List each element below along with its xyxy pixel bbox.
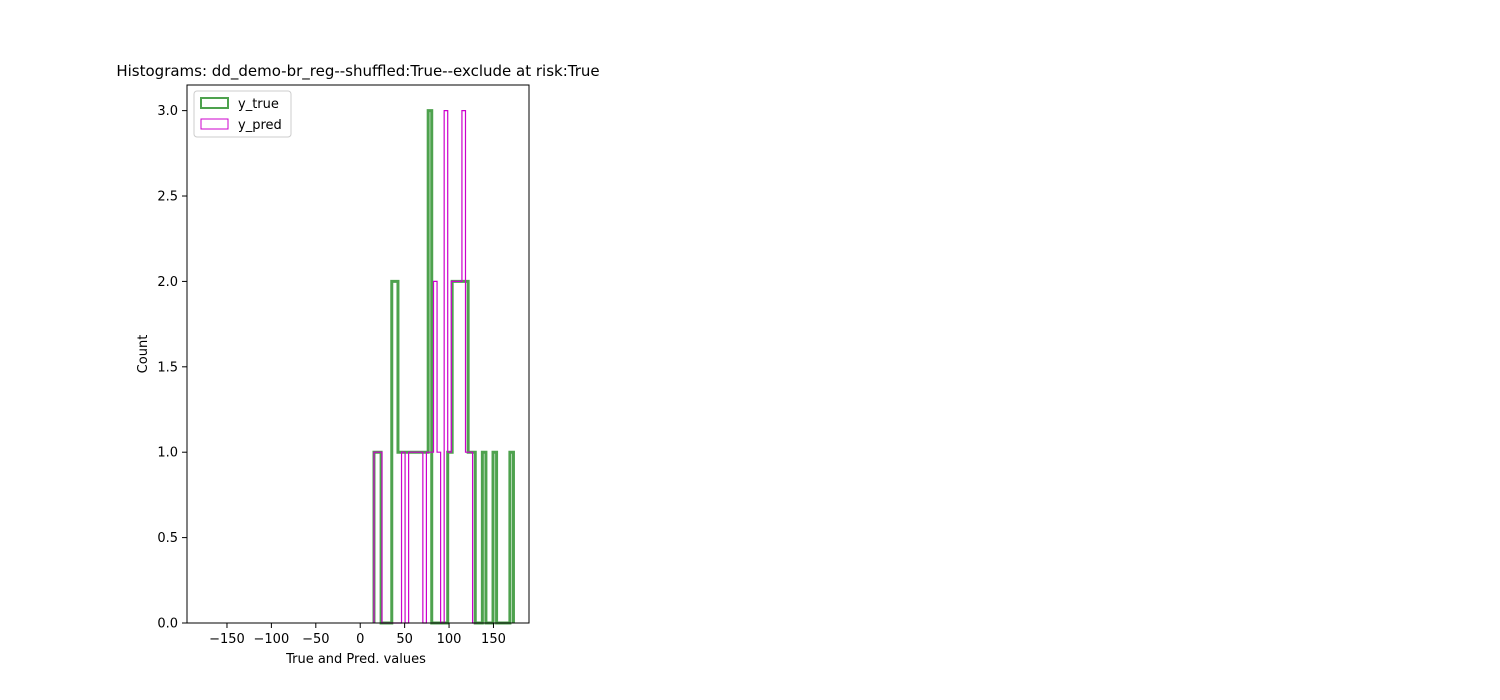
- x-axis-label: True and Pred. values: [285, 652, 426, 667]
- x-tick-label: −150: [209, 632, 245, 647]
- legend-box: [193, 90, 292, 138]
- x-tick-label: 50: [396, 632, 413, 647]
- x-tick-label: −50: [302, 632, 329, 647]
- plot-background: [187, 85, 529, 623]
- x-tick-label: −100: [254, 632, 290, 647]
- y-axis-label: Count: [136, 335, 151, 374]
- y-axis-ticks: 0.0 0.5 1.0 1.5 2.0 2.5 3.0: [157, 104, 187, 632]
- x-axis-ticks: −150 −100 −50 0 50 100 150: [209, 623, 506, 647]
- x-tick-label: 0: [356, 632, 364, 647]
- x-tick-label: 100: [437, 632, 462, 647]
- y-tick-label: 0.5: [157, 531, 178, 546]
- y-tick-label: 1.5: [157, 360, 178, 375]
- legend: y_true y_pred: [193, 90, 292, 138]
- y-tick-label: 2.5: [157, 190, 178, 205]
- y-tick-label: 2.0: [157, 275, 178, 290]
- y-tick-label: 1.0: [157, 446, 178, 461]
- legend-label-y-true: y_true: [238, 97, 279, 112]
- histogram-series-y-pred: [373, 110, 477, 624]
- chart-title: Histograms: dd_demo-br_reg--shuffled:Tru…: [116, 62, 599, 81]
- legend-swatch-y-pred: [200, 118, 229, 130]
- legend-label-y-pred: y_pred: [238, 118, 282, 133]
- legend-swatch-y-true: [200, 97, 229, 109]
- y-tick-label: 3.0: [157, 104, 178, 119]
- axes-frame: [186, 84, 530, 624]
- x-tick-label: 150: [481, 632, 506, 647]
- plot-area: [186, 84, 530, 625]
- y-tick-label: 0.0: [157, 617, 178, 632]
